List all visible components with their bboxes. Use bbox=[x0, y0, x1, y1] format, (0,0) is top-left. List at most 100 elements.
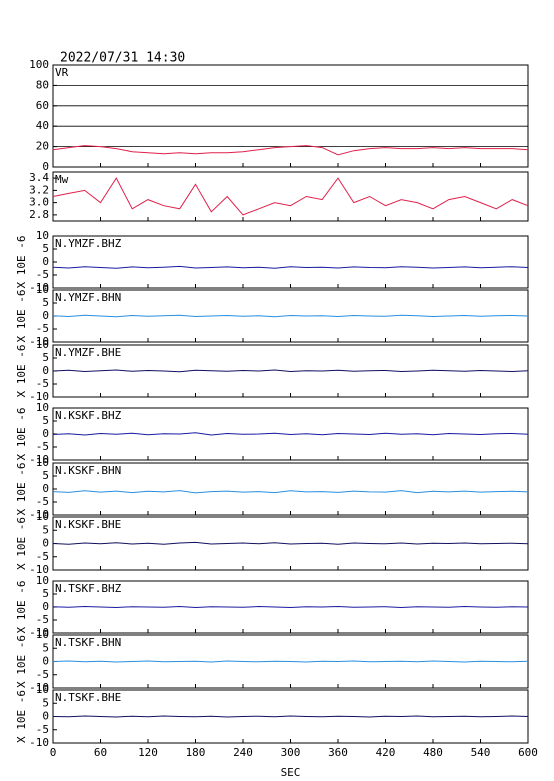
panel-title: N.TSKF.BHZ bbox=[55, 582, 122, 595]
y-tick-label: 5 bbox=[42, 242, 49, 255]
trace-line bbox=[52, 541, 529, 545]
y-tick-label: 10 bbox=[36, 510, 49, 523]
y-tick-label: 100 bbox=[29, 58, 49, 71]
x-axis-label: SEC bbox=[281, 766, 301, 779]
y-tick-label: 5 bbox=[42, 696, 49, 709]
panel-title: N.TSKF.BHN bbox=[55, 636, 121, 649]
y-axis-label: X 10E -6 bbox=[15, 290, 28, 343]
y-tick-label: 0 bbox=[42, 427, 49, 440]
y-tick-label: 5 bbox=[42, 641, 49, 654]
y-tick-label: -10 bbox=[29, 563, 49, 576]
y-tick-label: 0 bbox=[42, 364, 49, 377]
y-tick-label: -10 bbox=[29, 681, 49, 694]
trace-line bbox=[52, 490, 529, 494]
y-axis-label: X 10E -6 bbox=[15, 690, 28, 743]
y-tick-label: 0 bbox=[42, 600, 49, 613]
x-tick-label: 60 bbox=[94, 746, 107, 759]
trace-line bbox=[52, 369, 529, 373]
x-tick-label: 0 bbox=[50, 746, 57, 759]
y-tick-label: -5 bbox=[36, 495, 49, 508]
y-tick-label: -10 bbox=[29, 281, 49, 294]
y-tick-label: 40 bbox=[36, 119, 49, 132]
x-tick-label: 180 bbox=[186, 746, 206, 759]
y-tick-label: 10 bbox=[36, 683, 49, 696]
x-tick-label: 420 bbox=[376, 746, 396, 759]
panel-frame bbox=[52, 235, 529, 289]
y-tick-label: -5 bbox=[36, 377, 49, 390]
y-tick-label: 0 bbox=[42, 309, 49, 322]
y-tick-label: -5 bbox=[36, 268, 49, 281]
y-tick-label: 3.0 bbox=[29, 196, 49, 209]
y-tick-label: 10 bbox=[36, 456, 49, 469]
y-axis-label: X 10E -6 bbox=[15, 463, 28, 516]
panel-title: Mw bbox=[55, 173, 69, 186]
panel-title: N.KSKF.BHZ bbox=[55, 409, 122, 422]
panel-title: VR bbox=[55, 66, 69, 79]
x-tick-label: 480 bbox=[423, 746, 443, 759]
trace-line bbox=[52, 715, 529, 718]
y-tick-label: 10 bbox=[36, 338, 49, 351]
y-tick-label: -5 bbox=[36, 613, 49, 626]
y-tick-label: 3.4 bbox=[29, 171, 49, 184]
y-tick-label: 2.8 bbox=[29, 208, 49, 221]
y-tick-label: 10 bbox=[36, 401, 49, 414]
panel-title: N.YMZF.BHN bbox=[55, 291, 121, 304]
trace-line bbox=[52, 314, 529, 318]
y-tick-label: -5 bbox=[36, 668, 49, 681]
panel-title: N.YMZF.BHZ bbox=[55, 237, 122, 250]
y-axis-label: X 10E -6 bbox=[15, 581, 28, 634]
trace-line bbox=[52, 145, 529, 156]
panel-frame bbox=[52, 64, 529, 168]
trace-line bbox=[52, 660, 529, 663]
page-title: 2022/07/31 14:30 bbox=[60, 51, 185, 66]
y-tick-label: -5 bbox=[36, 322, 49, 335]
panel-title: N.TSKF.BHE bbox=[55, 691, 121, 704]
y-tick-label: -5 bbox=[36, 550, 49, 563]
x-tick-label: 540 bbox=[471, 746, 491, 759]
y-tick-label: 0 bbox=[42, 537, 49, 550]
y-tick-label: 5 bbox=[42, 414, 49, 427]
y-tick-label: 5 bbox=[42, 469, 49, 482]
y-tick-label: -10 bbox=[29, 626, 49, 639]
y-tick-label: 0 bbox=[42, 655, 49, 668]
y-tick-label: 3.2 bbox=[29, 183, 49, 196]
panel-frame bbox=[52, 171, 529, 222]
y-tick-label: 5 bbox=[42, 351, 49, 364]
y-tick-label: 5 bbox=[42, 587, 49, 600]
panel-title: N.KSKF.BHN bbox=[55, 464, 121, 477]
y-tick-label: -10 bbox=[29, 736, 49, 749]
x-tick-label: 600 bbox=[518, 746, 538, 759]
trace-line bbox=[52, 265, 529, 269]
y-tick-label: -10 bbox=[29, 335, 49, 348]
y-tick-label: 5 bbox=[42, 296, 49, 309]
y-tick-label: 10 bbox=[36, 283, 49, 296]
y-tick-label: -10 bbox=[29, 390, 49, 403]
x-tick-label: 240 bbox=[233, 746, 253, 759]
y-axis-label: X 10E -6 bbox=[15, 408, 28, 461]
y-tick-label: -10 bbox=[29, 453, 49, 466]
trace-line bbox=[52, 605, 529, 609]
x-tick-label: 120 bbox=[138, 746, 158, 759]
y-tick-label: 0 bbox=[42, 710, 49, 723]
y-tick-label: 0 bbox=[42, 160, 49, 173]
y-tick-label: 0 bbox=[42, 255, 49, 268]
y-axis-label: X 10E -6 bbox=[15, 517, 28, 570]
y-axis-label: X 10E -6 bbox=[15, 635, 28, 688]
panel-title: N.YMZF.BHE bbox=[55, 346, 121, 359]
y-tick-label: -10 bbox=[29, 508, 49, 521]
panel-frame bbox=[52, 462, 529, 516]
panel-title: N.KSKF.BHE bbox=[55, 518, 121, 531]
y-tick-label: 10 bbox=[36, 628, 49, 641]
x-tick-label: 360 bbox=[328, 746, 348, 759]
y-axis-label: X 10E -6 bbox=[15, 345, 28, 398]
y-tick-label: 10 bbox=[36, 574, 49, 587]
y-axis-label: X 10E -6 bbox=[15, 236, 28, 289]
y-tick-label: 20 bbox=[36, 140, 49, 153]
trace-line bbox=[52, 177, 529, 216]
y-tick-label: 5 bbox=[42, 523, 49, 536]
y-tick-label: 60 bbox=[36, 99, 49, 112]
y-tick-label: -5 bbox=[36, 723, 49, 736]
trace-line bbox=[52, 432, 529, 436]
x-tick-label: 300 bbox=[281, 746, 301, 759]
